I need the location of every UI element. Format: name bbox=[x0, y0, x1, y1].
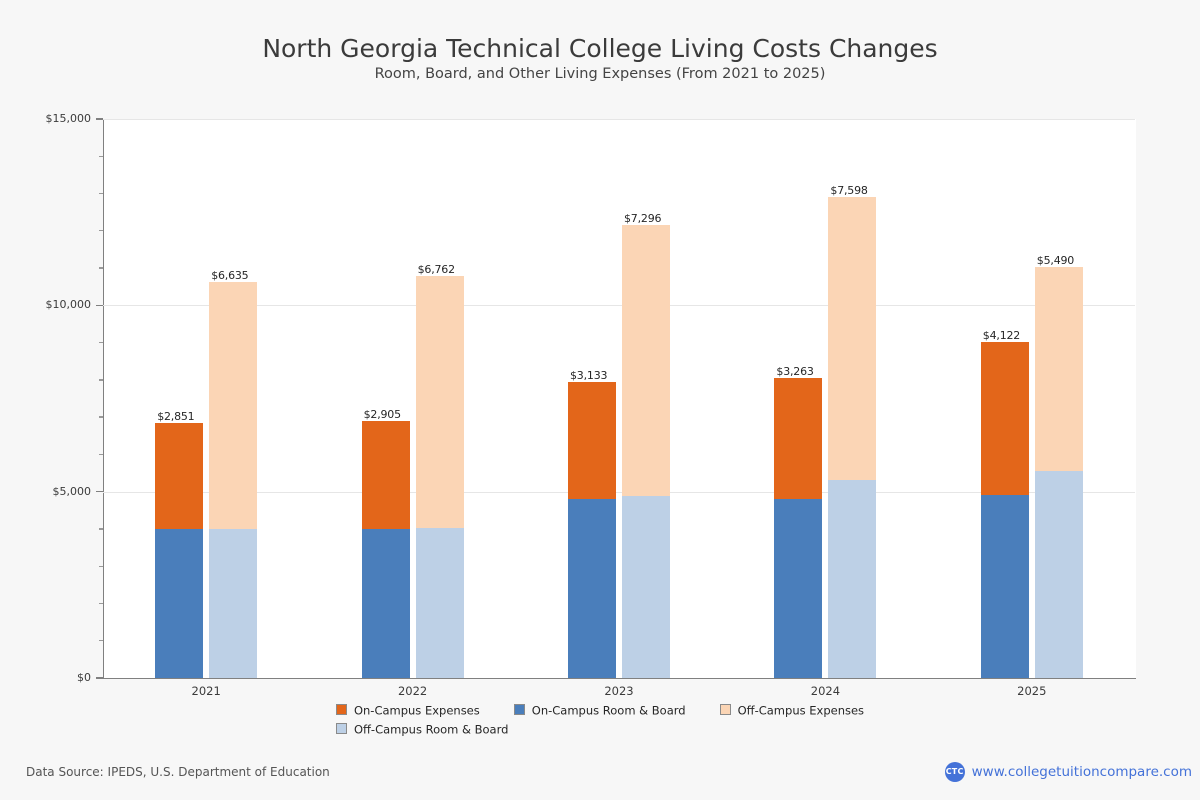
ctc-logo-icon: CTC bbox=[944, 762, 965, 782]
bar-segment[interactable] bbox=[155, 422, 204, 529]
y-axis-minor-tick bbox=[99, 453, 103, 456]
y-axis-minor-tick bbox=[99, 267, 103, 269]
brand-url-text: www.collegetuitioncompare.com bbox=[971, 764, 1192, 780]
bar-segment[interactable] bbox=[980, 341, 1029, 496]
x-axis-label: 2022 bbox=[397, 684, 428, 698]
legend-swatch-icon bbox=[719, 704, 731, 715]
bar-segment[interactable] bbox=[361, 420, 410, 529]
legend-item[interactable]: Off-Campus Expenses bbox=[719, 701, 865, 720]
y-axis-label: $5,000 bbox=[52, 484, 92, 498]
y-axis-label: $15,000 bbox=[45, 112, 92, 125]
y-axis-minor-tick bbox=[99, 230, 103, 232]
x-axis-label: 2023 bbox=[604, 684, 634, 698]
y-axis-minor-tick bbox=[99, 341, 103, 344]
legend-row: Off-Campus Room & Board bbox=[0, 720, 1200, 739]
legend-label: On-Campus Expenses bbox=[353, 703, 480, 718]
bar-value-label: $2,851 bbox=[157, 409, 195, 423]
bar-value-label: $5,490 bbox=[1036, 253, 1075, 267]
legend-item[interactable]: On-Campus Room & Board bbox=[513, 701, 686, 720]
gridline bbox=[103, 491, 1135, 493]
bar-segment[interactable] bbox=[1034, 266, 1083, 472]
bar-value-label: $7,296 bbox=[624, 211, 662, 225]
data-source-note: Data Source: IPEDS, U.S. Department of E… bbox=[26, 765, 330, 779]
bar-segment[interactable] bbox=[1034, 471, 1083, 678]
y-axis-label: $10,000 bbox=[45, 298, 92, 312]
bar-value-label: $3,263 bbox=[776, 364, 814, 378]
y-axis-tick bbox=[96, 490, 103, 493]
y-axis-tick bbox=[96, 304, 103, 307]
legend-label: Off-Campus Room & Board bbox=[353, 722, 509, 736]
bar-segment[interactable] bbox=[415, 276, 464, 529]
bar-segment[interactable] bbox=[828, 479, 877, 678]
bar-segment[interactable] bbox=[568, 382, 616, 500]
y-axis-label: $0 bbox=[77, 671, 91, 684]
bar-value-label: $4,122 bbox=[982, 328, 1021, 342]
y-axis-minor-tick bbox=[99, 528, 103, 530]
plot-area bbox=[103, 119, 1136, 679]
y-axis-tick bbox=[96, 118, 103, 120]
bar-value-label: $2,905 bbox=[363, 407, 401, 421]
y-axis-minor-tick bbox=[99, 416, 103, 418]
gridline bbox=[103, 305, 1135, 307]
chart-subtitle: Room, Board, and Other Living Expenses (… bbox=[374, 66, 826, 82]
bar-segment[interactable] bbox=[774, 499, 823, 678]
legend-item[interactable]: Off-Campus Room & Board bbox=[335, 720, 509, 739]
bar-segment[interactable] bbox=[568, 499, 616, 678]
legend-item[interactable]: On-Campus Expenses bbox=[335, 701, 480, 720]
bar-segment[interactable] bbox=[622, 496, 670, 678]
bar-value-label: $6,635 bbox=[211, 268, 249, 282]
bar-segment[interactable] bbox=[415, 528, 464, 678]
bar-segment[interactable] bbox=[209, 529, 258, 678]
legend-swatch-icon bbox=[335, 722, 347, 734]
bar-value-label: $3,133 bbox=[570, 369, 608, 383]
bar-segment[interactable] bbox=[774, 377, 823, 500]
y-axis-minor-tick bbox=[99, 192, 103, 195]
bar-segment[interactable] bbox=[209, 281, 258, 530]
legend-row: On-Campus Expenses On-Campus Room & Board… bbox=[0, 701, 1200, 720]
legend-label: On-Campus Room & Board bbox=[531, 703, 686, 718]
y-axis-minor-tick bbox=[99, 602, 103, 605]
x-axis-label: 2024 bbox=[810, 684, 841, 698]
bar-segment[interactable] bbox=[622, 224, 670, 497]
y-axis-minor-tick bbox=[99, 379, 103, 381]
y-axis-minor-tick bbox=[99, 640, 103, 642]
bar-segment[interactable] bbox=[828, 196, 877, 480]
y-axis-tick bbox=[96, 677, 103, 679]
chart-legend: On-Campus Expenses On-Campus Room & Board… bbox=[0, 701, 1200, 738]
gridline bbox=[103, 119, 1135, 120]
legend-swatch-icon bbox=[513, 704, 525, 715]
legend-swatch-icon bbox=[335, 704, 347, 715]
legend-label: Off-Campus Expenses bbox=[737, 703, 865, 718]
x-axis-label: 2021 bbox=[191, 684, 221, 698]
page-title: North Georgia Technical College Living C… bbox=[262, 34, 938, 63]
bar-segment[interactable] bbox=[361, 528, 410, 678]
bar-value-label: $7,598 bbox=[830, 183, 868, 197]
bar-value-label: $6,762 bbox=[417, 263, 455, 277]
x-axis-label: 2025 bbox=[1017, 684, 1047, 698]
bar-segment[interactable] bbox=[155, 528, 204, 678]
bar-segment[interactable] bbox=[980, 495, 1029, 678]
brand-link[interactable]: CTC www.collegetuitioncompare.com bbox=[944, 762, 1192, 782]
y-axis-minor-tick bbox=[99, 565, 103, 567]
y-axis-minor-tick bbox=[99, 155, 103, 157]
